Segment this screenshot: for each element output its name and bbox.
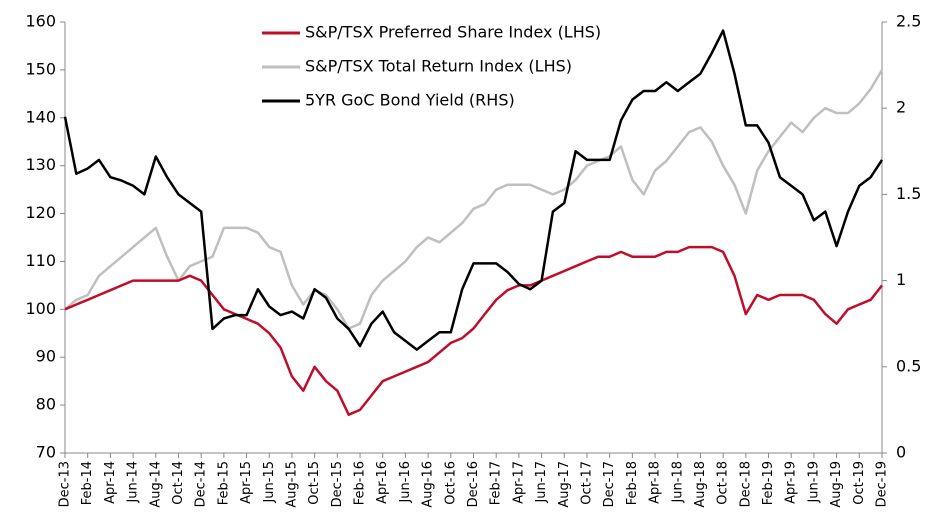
y-tick-label: 90	[36, 347, 56, 366]
y2-tick-label: 2	[896, 98, 906, 117]
series-line	[63, 29, 884, 351]
x-tick-label: Apr-18	[648, 461, 663, 504]
x-tick-label: Oct-17	[579, 461, 594, 505]
x-tick-label: Feb-18	[625, 461, 640, 505]
x-tick-label: Dec-16	[466, 461, 481, 507]
y-tick-label: 130	[25, 155, 56, 174]
x-tick-label: Aug-16	[421, 461, 436, 508]
y-tick-label: 70	[36, 443, 56, 462]
x-tick-label: Apr-16	[375, 461, 390, 504]
x-tick-label: Dec-17	[602, 461, 617, 507]
x-tick-label: Jun-14	[126, 461, 141, 504]
x-tick-label: Dec-19	[875, 461, 890, 507]
x-tick-label: Aug-17	[557, 461, 572, 508]
legend-label: 5YR GoC Bond Yield (RHS)	[305, 91, 515, 110]
y-tick-label: 110	[25, 251, 56, 270]
y-tick-label: 150	[25, 59, 56, 78]
x-tick-label: Dec-14	[194, 461, 209, 507]
series-line	[64, 245, 883, 416]
y-tick-label: 80	[36, 395, 56, 414]
x-tick-label: Feb-19	[761, 461, 776, 505]
y-tick-label: 120	[25, 203, 56, 222]
x-tick-label: Feb-14	[80, 461, 95, 505]
x-tick-label: Dec-15	[330, 461, 345, 507]
x-tick-label: Jun-17	[534, 461, 549, 504]
x-tick-label: Oct-18	[716, 461, 731, 505]
x-tick-label: Aug-19	[829, 461, 844, 508]
x-tick-label: Oct-16	[443, 461, 458, 505]
series-line	[64, 69, 884, 330]
x-tick-label: Feb-17	[489, 461, 504, 505]
x-tick-label: Dec-13	[58, 461, 73, 507]
legend-label: S&P/TSX Total Return Index (LHS)	[305, 57, 572, 76]
x-tick-label: Dec-18	[738, 461, 753, 507]
x-tick-label: Apr-17	[511, 461, 526, 504]
x-tick-label: Feb-15	[216, 461, 231, 505]
y-tick-label: 160	[25, 12, 56, 31]
x-tick-label: Oct-14	[171, 461, 186, 505]
x-tick-label: Jun-15	[262, 461, 277, 504]
y-tick-label: 100	[25, 299, 56, 318]
x-tick-label: Apr-15	[239, 461, 254, 504]
x-tick-label: Apr-19	[784, 461, 799, 504]
y2-tick-label: 0	[896, 443, 906, 462]
x-tick-label: Aug-15	[284, 461, 299, 508]
y2-tick-label: 1	[896, 270, 906, 289]
y-tick-label: 140	[25, 107, 56, 126]
x-tick-label: Jun-18	[670, 461, 685, 504]
y2-tick-label: 0.5	[896, 356, 921, 375]
legend-label: S&P/TSX Preferred Share Index (LHS)	[305, 23, 601, 42]
x-tick-label: Oct-19	[852, 461, 867, 505]
x-tick-label: Apr-14	[103, 461, 118, 504]
x-tick-label: Oct-15	[307, 461, 322, 505]
x-tick-label: Feb-16	[353, 461, 368, 505]
x-tick-label: Aug-18	[693, 461, 708, 508]
y2-tick-label: 1.5	[896, 184, 921, 203]
x-tick-label: Jun-16	[398, 461, 413, 504]
x-tick-label: Aug-14	[148, 461, 163, 508]
y2-tick-label: 2.5	[896, 12, 921, 31]
x-tick-label: Jun-19	[806, 461, 821, 504]
